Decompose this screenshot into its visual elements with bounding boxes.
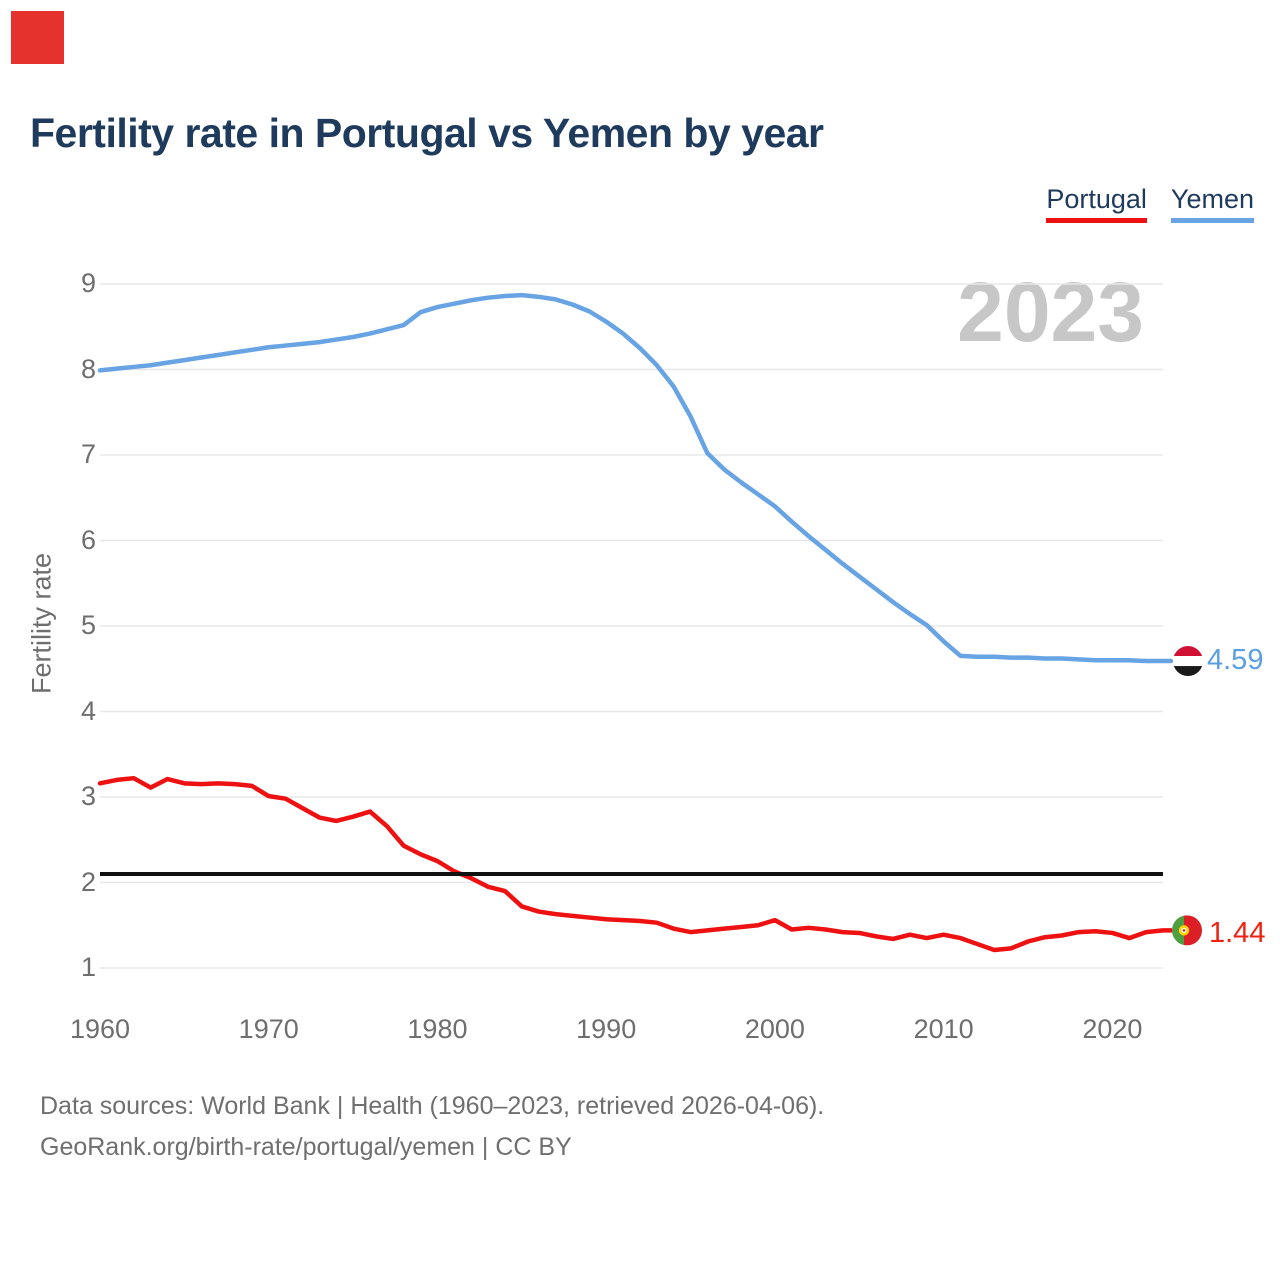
portugal-flag-icon (1172, 915, 1202, 946)
legend-item-portugal[interactable]: Portugal (1046, 184, 1147, 223)
legend: Portugal Yemen (1046, 184, 1254, 223)
yemen-end-value-label: 4.59 (1207, 644, 1264, 676)
y-tick-label: 8 (80, 353, 96, 384)
y-tick-label: 1 (80, 952, 96, 982)
portugal-end-value-label: 1.44 (1209, 917, 1266, 949)
x-tick-label: 1990 (576, 1014, 637, 1044)
source-line-1: Data sources: World Bank | Health (1960–… (40, 1092, 825, 1120)
portugal-line (97, 775, 1174, 953)
yemen-line (97, 292, 1174, 664)
x-tick-label: 1960 (69, 1014, 131, 1044)
y-tick-label: 2 (80, 866, 96, 897)
x-tick-label: 2010 (913, 1014, 974, 1044)
y-tick-label: 6 (80, 524, 96, 555)
source-line-2: GeoRank.org/birth-rate/portugal/yemen | … (40, 1133, 572, 1161)
x-tick-label: 1980 (407, 1014, 468, 1044)
source-attribution: Data sources: World Bank | Health (1960–… (40, 1086, 824, 1168)
yemen-flag-icon (1173, 646, 1203, 677)
y-tick-label: 3 (80, 781, 96, 811)
legend-item-yemen[interactable]: Yemen (1170, 184, 1254, 223)
y-tick-label: 4 (80, 695, 96, 726)
x-tick-label: 2000 (744, 1014, 805, 1044)
page-title: Fertility rate in Portugal vs Yemen by y… (30, 110, 824, 156)
x-tick-label: 1970 (238, 1014, 299, 1044)
y-tick-label: 5 (80, 610, 96, 640)
y-tick-label: 9 (80, 268, 96, 298)
red-square-overlay (11, 11, 64, 64)
x-tick-label: 2020 (1082, 1014, 1143, 1044)
year-watermark: 2023 (957, 265, 1144, 359)
y-tick-label: 7 (80, 439, 96, 469)
